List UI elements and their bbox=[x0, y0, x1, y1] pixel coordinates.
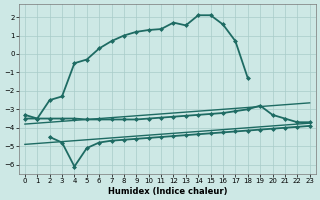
X-axis label: Humidex (Indice chaleur): Humidex (Indice chaleur) bbox=[108, 187, 227, 196]
